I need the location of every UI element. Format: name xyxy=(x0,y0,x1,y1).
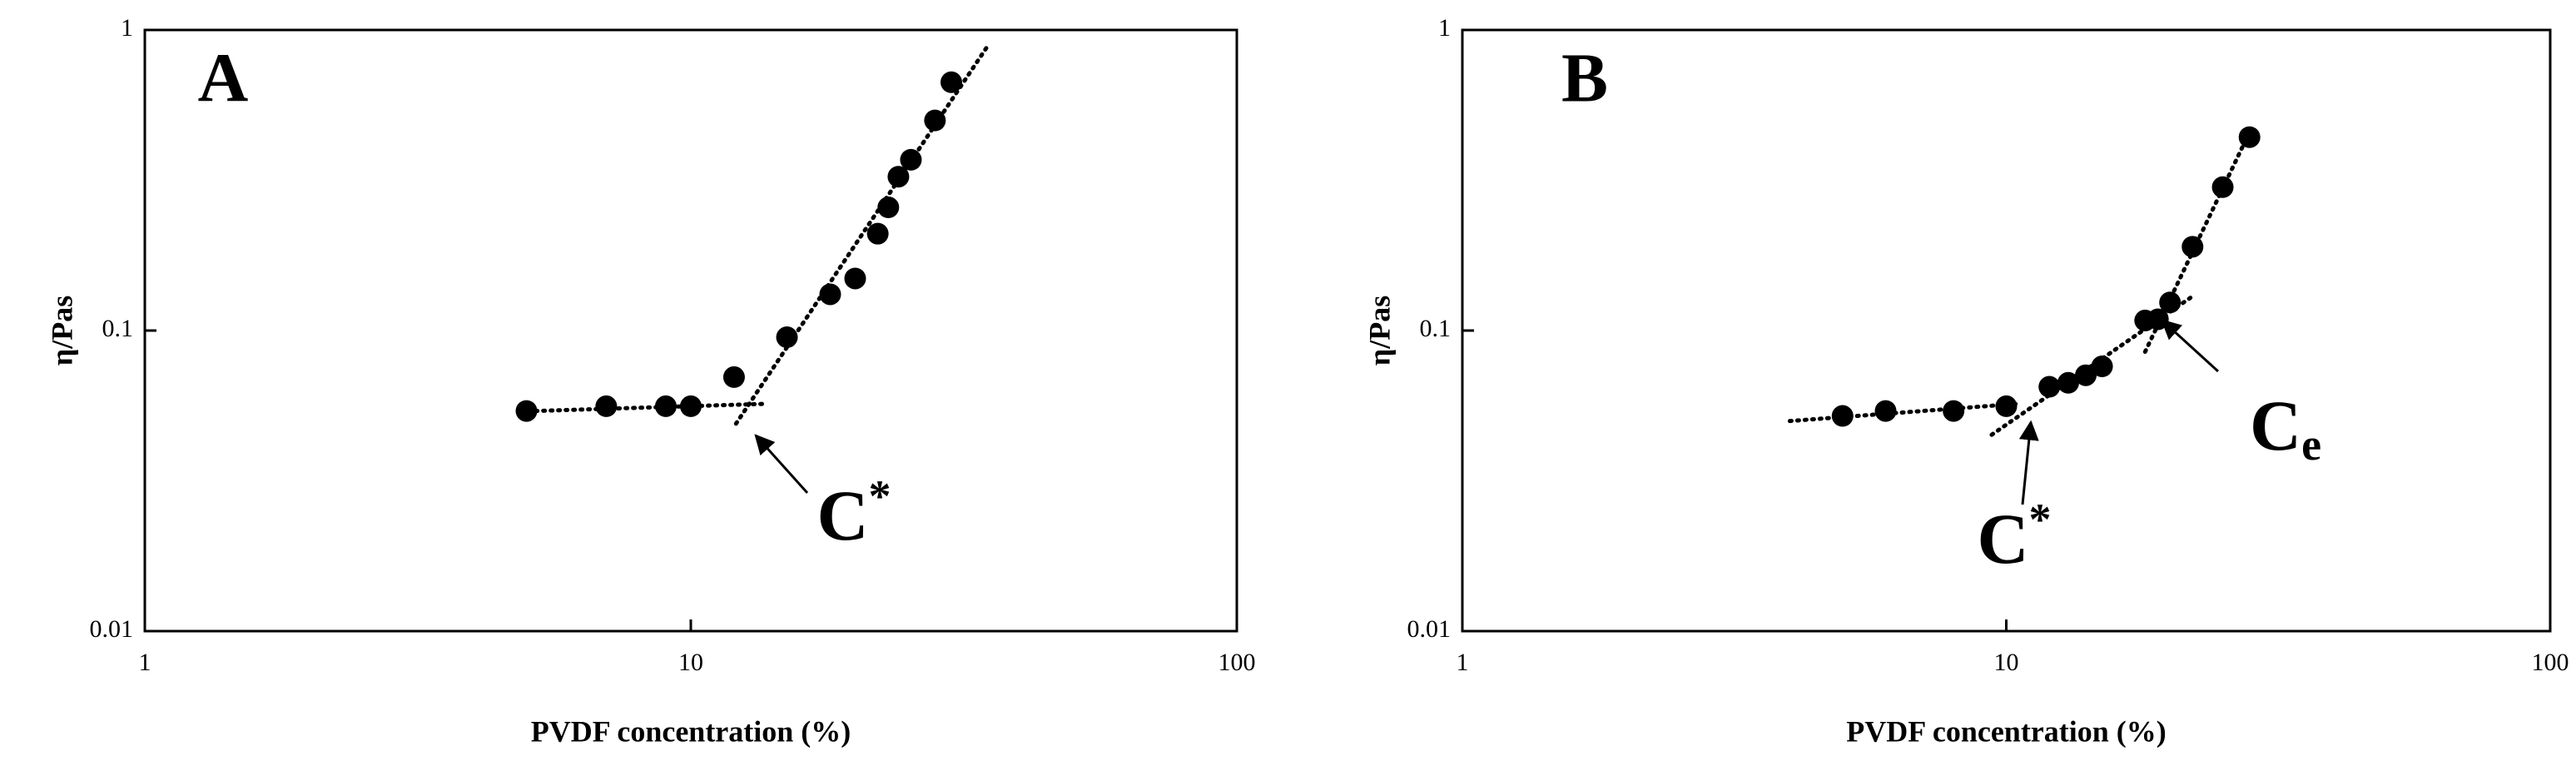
fit-line xyxy=(534,401,764,414)
data-point xyxy=(1831,405,1854,427)
x-tick-label: 10 xyxy=(678,649,703,676)
annotation-arrow xyxy=(754,434,809,495)
x-tick-label: 100 xyxy=(2532,649,2569,676)
panel-label: A xyxy=(198,39,249,117)
annotation-sup: * xyxy=(2029,495,2052,545)
data-point xyxy=(2091,356,2113,378)
y-axis-label: η/Pas xyxy=(45,296,78,366)
data-point xyxy=(680,395,702,417)
data-point xyxy=(654,395,677,417)
x-axis-label: PVDF concentration (%) xyxy=(1846,714,2167,748)
y-tick-label: 0.1 xyxy=(102,315,134,342)
annotation: C* xyxy=(1977,495,2051,578)
data-point xyxy=(2074,364,2097,386)
data-point xyxy=(595,395,618,417)
annotation-arrow xyxy=(2161,319,2220,373)
panel-label: B xyxy=(1561,39,1608,117)
data-point xyxy=(844,267,866,290)
fit-line xyxy=(733,44,990,426)
data-point xyxy=(776,326,798,349)
x-tick-label: 10 xyxy=(1994,649,2019,676)
data-point xyxy=(877,196,900,219)
annotation-arrow xyxy=(2018,420,2039,505)
data-point xyxy=(924,109,946,132)
y-tick-label: 1 xyxy=(121,14,133,42)
data-point xyxy=(940,71,962,93)
data-point xyxy=(722,366,745,388)
annotation: Ce xyxy=(2250,386,2321,470)
data-point xyxy=(2238,126,2261,148)
data-point xyxy=(866,222,889,245)
annotation-sup: * xyxy=(869,471,891,521)
x-tick-label: 1 xyxy=(1457,649,1469,676)
annotation-sub: e xyxy=(2301,420,2321,470)
fit-line xyxy=(1787,401,2018,424)
x-axis-label: PVDF concentration (%) xyxy=(531,714,851,748)
data-point xyxy=(900,148,922,171)
x-tick-label: 1 xyxy=(139,649,151,676)
y-tick-label: 0.01 xyxy=(90,615,134,643)
data-point xyxy=(2159,291,2181,314)
annotation-base: C xyxy=(2250,386,2301,465)
data-point xyxy=(2057,371,2079,394)
annotation: C* xyxy=(816,471,891,555)
annotation-base: C xyxy=(816,475,868,555)
y-tick-label: 0.1 xyxy=(1420,315,1452,342)
y-axis-label: η/Pas xyxy=(1362,296,1396,366)
x-tick-label: 100 xyxy=(1219,649,1256,676)
data-point xyxy=(2038,376,2061,398)
data-point xyxy=(1995,395,2018,417)
data-point xyxy=(1874,400,1897,422)
plot-frame xyxy=(143,28,1238,633)
annotation-base: C xyxy=(1977,499,2028,579)
data-point xyxy=(515,400,538,422)
y-tick-label: 0.01 xyxy=(1407,615,1452,643)
data-point xyxy=(2181,236,2204,258)
y-tick-label: 1 xyxy=(1438,14,1451,42)
data-point xyxy=(1943,400,1965,422)
data-point xyxy=(819,283,841,306)
data-point xyxy=(887,166,910,188)
data-point xyxy=(2211,176,2234,198)
